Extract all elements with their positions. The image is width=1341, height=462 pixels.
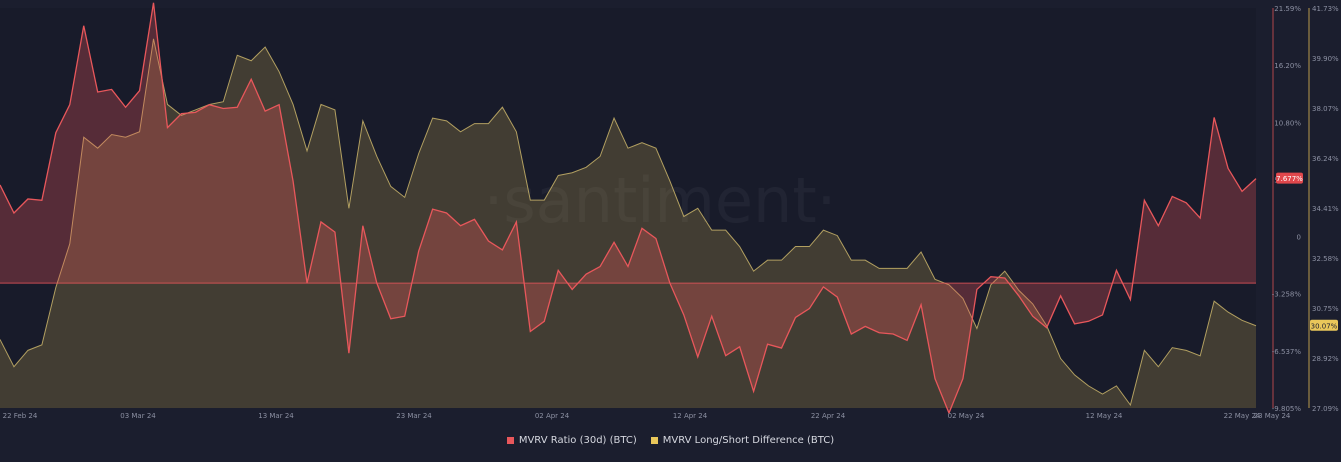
legend: MVRV Ratio (30d) (BTC) MVRV Long/Short D… bbox=[0, 430, 1341, 450]
plot-area bbox=[0, 8, 1256, 408]
x-axis-tick: 22 May 24 bbox=[1224, 412, 1261, 420]
right-axis-tick: 28.92% bbox=[1312, 355, 1339, 363]
right-axis-tick: 38.07% bbox=[1312, 105, 1339, 113]
x-axis-tick: 22 Apr 24 bbox=[811, 412, 846, 420]
left-axis-tick: 16.20% bbox=[1274, 62, 1301, 70]
x-axis-tick: 02 Apr 24 bbox=[535, 412, 570, 420]
current-badge-mvrv-ratio bbox=[1276, 172, 1303, 184]
legend-item-long-short[interactable]: MVRV Long/Short Difference (BTC) bbox=[650, 430, 835, 450]
x-axis-tick: 22 Feb 24 bbox=[3, 412, 38, 420]
right-axis-tick: 30.75% bbox=[1312, 305, 1339, 313]
legend-label-long-short: MVRV Long/Short Difference (BTC) bbox=[662, 434, 835, 446]
left-axis-tick: 0 bbox=[1297, 234, 1301, 242]
right-axis-tick: 34.41% bbox=[1312, 205, 1339, 213]
x-axis-tick: 03 Mar 24 bbox=[120, 412, 156, 420]
right-axis-tick: 36.24% bbox=[1312, 155, 1339, 163]
left-axis-tick: 21.59% bbox=[1274, 5, 1301, 13]
right-axis-tick: 27.09% bbox=[1312, 405, 1339, 413]
legend-swatch-mvrv-ratio bbox=[506, 436, 514, 444]
left-axis-tick: -6.537% bbox=[1272, 348, 1302, 356]
legend-label-mvrv-ratio: MVRV Ratio (30d) (BTC) bbox=[518, 434, 637, 446]
current-badge-long-short bbox=[1310, 319, 1338, 331]
left-axis-tick: 10.80% bbox=[1274, 119, 1301, 127]
right-axis-tick: 39.90% bbox=[1312, 55, 1339, 63]
area-mvrv-ratio bbox=[0, 2, 1256, 414]
current-value-mvrv-ratio: 7.677% bbox=[1276, 175, 1303, 183]
right-axis-tick: 32.58% bbox=[1312, 255, 1339, 263]
current-value-long-short: 30.07% bbox=[1311, 322, 1338, 330]
x-axis-tick: 12 May 24 bbox=[1086, 412, 1123, 420]
x-axis-tick: 13 Mar 24 bbox=[258, 412, 294, 420]
x-axis-tick: 23 Mar 24 bbox=[396, 412, 432, 420]
x-axis-tick: 02 May 24 bbox=[948, 412, 985, 420]
legend-item-mvrv-ratio[interactable]: MVRV Ratio (30d) (BTC) bbox=[506, 430, 637, 450]
x-axis-tick: 12 Apr 24 bbox=[673, 412, 708, 420]
legend-swatch-long-short bbox=[650, 436, 658, 444]
left-axis-tick: -9.805% bbox=[1272, 405, 1302, 413]
line-mvrv-ratio bbox=[0, 2, 1257, 415]
area-long-short bbox=[0, 38, 1256, 408]
right-axis-tick: 41.73% bbox=[1312, 5, 1339, 13]
left-axis-tick: -3.258% bbox=[1272, 291, 1302, 299]
x-axis-tick: 23 May 24 bbox=[1254, 412, 1291, 420]
